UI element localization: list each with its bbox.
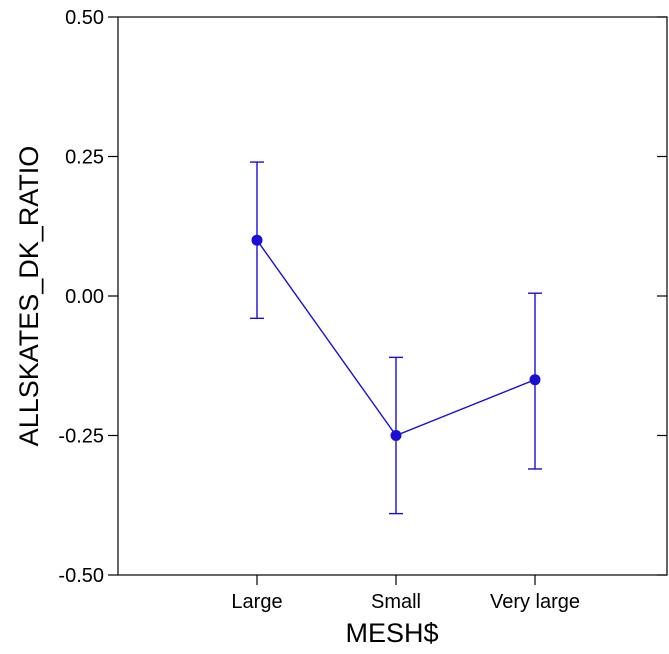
x-axis-title: MESH$ <box>345 618 438 648</box>
data-point <box>251 234 263 246</box>
x-axis-ticks: Large Small Very large <box>231 575 580 613</box>
data-point <box>390 430 402 441</box>
plot-frame <box>117 16 668 576</box>
y-tick-label: 0.25 <box>65 147 104 169</box>
x-tick-label: Large <box>231 591 282 613</box>
y-tick-label: -0.25 <box>58 426 104 448</box>
series-group <box>250 161 542 515</box>
x-tick-label: Small <box>371 591 421 613</box>
data-point <box>529 374 541 386</box>
y-tick-label: 0.00 <box>65 286 104 308</box>
y-tick-label: 0.50 <box>65 7 104 29</box>
y-axis-ticks: 0.50 0.25 0.00 -0.25 -0.50 <box>58 7 667 587</box>
y-axis-title: ALLSKATES_DK_RATIO <box>14 146 44 447</box>
x-tick-label: Very large <box>490 591 580 613</box>
y-tick-label: -0.50 <box>58 565 104 587</box>
